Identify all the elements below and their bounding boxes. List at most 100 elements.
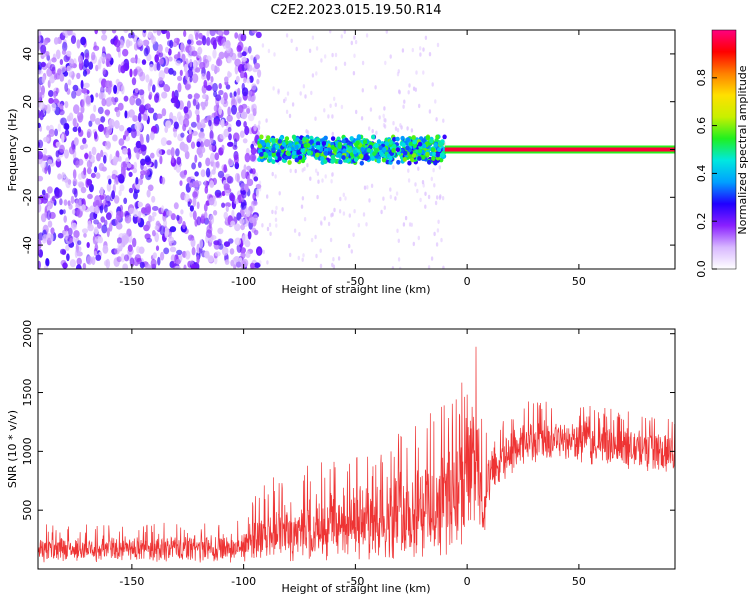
spectrogram-cell — [147, 107, 155, 114]
spectrogram-cell — [48, 90, 54, 97]
spectrogram-cell — [135, 140, 142, 149]
spectrogram-cell — [242, 138, 248, 144]
spectrogram-cell — [116, 256, 122, 263]
spectrogram-cell — [213, 118, 220, 127]
spectrogram-cell — [392, 121, 395, 126]
spectrogram-cell — [252, 200, 258, 206]
spectrogram-cell — [274, 217, 278, 222]
spectrogram-cell — [40, 213, 47, 223]
spectrogram-cell — [103, 260, 109, 267]
spectrogram-cell — [277, 156, 282, 161]
spectrogram-cell — [38, 203, 42, 213]
spectrogram-cell — [402, 157, 407, 162]
spectrogram-cell — [112, 134, 118, 142]
spectrogram-cell — [209, 30, 216, 37]
spectrogram-cell — [93, 206, 100, 215]
spectrogram-cell — [141, 207, 147, 214]
spectrogram-cell — [49, 63, 56, 72]
spectrogram-cell — [59, 73, 65, 82]
spectrogram-cell — [196, 121, 202, 130]
spectrogram-cell — [145, 264, 152, 269]
spectrogram-cell — [187, 93, 193, 100]
spectrogram-cell — [383, 106, 386, 111]
spectrogram-cell — [139, 261, 145, 269]
spectrogram-cell — [156, 113, 163, 119]
spectrogram-cell — [368, 198, 371, 203]
spectrogram-cell — [199, 136, 206, 142]
spectrogram-cell — [233, 91, 237, 97]
spectrogram-cell — [210, 152, 215, 163]
spectrogram-cell — [128, 109, 135, 118]
spectrogram-cell — [256, 78, 260, 85]
spectrogram-cell — [235, 119, 242, 127]
spectrogram-cell — [218, 83, 222, 90]
spectrogram-cell — [281, 141, 287, 147]
spectrogram-cell — [310, 237, 314, 243]
spectrogram-cell — [212, 82, 218, 92]
spectrogram-cell — [315, 137, 321, 143]
spectrogram-cell — [215, 94, 222, 102]
spectrogram-cell — [281, 207, 284, 212]
spectrogram-cell — [44, 192, 50, 199]
spectrogram-cell — [88, 120, 93, 127]
spectrogram-cell — [231, 104, 237, 115]
spectrogram-cell — [352, 232, 355, 237]
spectrogram-cell — [176, 156, 182, 165]
spectrogram-cell — [101, 224, 108, 234]
spectrogram-cell — [196, 216, 202, 226]
spectrogram-cell — [98, 124, 104, 132]
spectrogram-cell — [184, 150, 190, 160]
spectrogram-cell — [91, 256, 96, 266]
spectrogram-cell — [300, 204, 304, 209]
spectrogram-cell — [240, 224, 245, 231]
spectrogram-cell — [67, 79, 72, 86]
spectrogram-cell — [291, 134, 297, 140]
spectrogram-cell — [234, 32, 239, 39]
spectrogram-cell — [239, 218, 245, 225]
spectrogram-cell — [147, 184, 154, 192]
spectrogram-cell — [414, 182, 417, 187]
spectrogram-cell — [277, 88, 280, 93]
spectrogram-cell — [368, 126, 371, 131]
spectrogram-cell — [142, 30, 147, 34]
spectrogram-cell — [239, 130, 245, 138]
spectrogram-cell — [179, 141, 186, 151]
spectrogram-cell — [243, 77, 247, 84]
spectrogram-cell — [60, 248, 66, 255]
spectrogram-cell — [93, 104, 97, 113]
spectrogram-cell — [195, 32, 199, 41]
snr-x-label: Height of straight line (km) — [281, 582, 430, 595]
spectrogram-cell — [142, 39, 150, 46]
spectrogram-cell — [253, 262, 261, 269]
spectrogram-cell — [136, 246, 141, 254]
spectrogram-cell — [251, 103, 257, 113]
spectrogram-cell — [430, 256, 434, 261]
colorbar-tick-label: 0.4 — [695, 165, 708, 183]
spectrogram-cell — [185, 71, 189, 81]
spectrogram-cell — [203, 203, 208, 212]
spectrogram-cell — [259, 260, 262, 265]
spectrogram-cell — [170, 213, 176, 221]
spectrogram-cell — [315, 253, 318, 259]
spectrogram-cell — [400, 125, 403, 130]
spectrogram-cell — [196, 113, 200, 123]
spectrogram-cell — [261, 43, 265, 48]
spectrogram-cell — [128, 171, 133, 178]
spectrogram-cell — [221, 246, 229, 256]
spectrogram-cell — [172, 70, 177, 76]
spectrogram-cell — [123, 233, 130, 244]
x-tick-label: -150 — [119, 575, 144, 588]
spectrogram-cell — [77, 126, 82, 133]
spectrogram-cell — [240, 202, 247, 210]
spectrogram-cell — [424, 35, 428, 40]
spectrogram-cell — [174, 265, 181, 269]
spectrogram-cell — [104, 204, 108, 213]
spectrogram-cell — [225, 202, 231, 208]
spectrogram-cell — [440, 237, 443, 243]
spectrogram-cell — [82, 137, 87, 145]
spectrogram-cell — [55, 141, 61, 148]
spectrogram-cell — [101, 98, 107, 107]
spectrogram-cell — [189, 58, 193, 68]
spectrogram-cell — [72, 126, 78, 132]
spectrogram-cell — [214, 152, 220, 161]
